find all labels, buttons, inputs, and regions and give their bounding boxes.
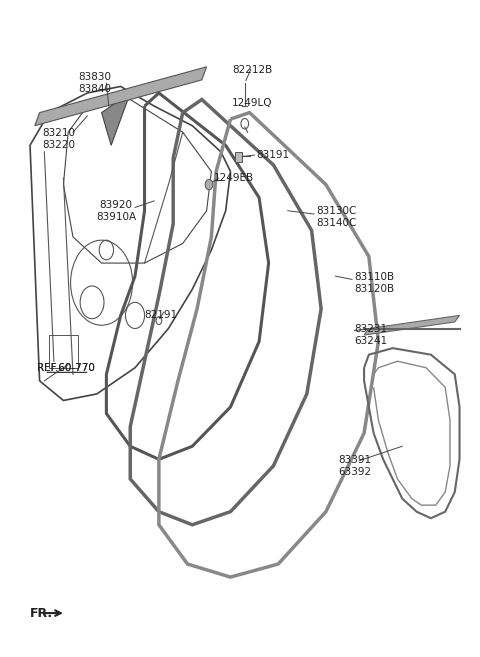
Text: 83130C
83140C: 83130C 83140C [316,206,357,228]
Text: 83920
83910A: 83920 83910A [96,200,136,221]
Text: 83391
63392: 83391 63392 [338,455,371,477]
Text: FR.: FR. [30,606,53,620]
Text: 82212B: 82212B [232,65,272,75]
Text: 83110B
83120B: 83110B 83120B [355,272,395,294]
Polygon shape [102,93,130,145]
Text: REF.60-770: REF.60-770 [37,363,95,373]
Text: 83210
83220: 83210 83220 [42,128,75,150]
Bar [235,152,242,162]
Bar [49,335,78,368]
Text: 1249EB: 1249EB [214,173,254,183]
Text: 83191: 83191 [257,150,290,160]
Polygon shape [35,67,206,125]
Text: 1249LQ: 1249LQ [232,98,272,108]
Text: REF.60-770: REF.60-770 [37,363,95,373]
Text: 83830
83840: 83830 83840 [78,72,111,94]
Circle shape [205,179,213,190]
Polygon shape [364,315,459,335]
Text: 83231
63241: 83231 63241 [355,325,388,346]
Text: 82191: 82191 [144,310,178,321]
